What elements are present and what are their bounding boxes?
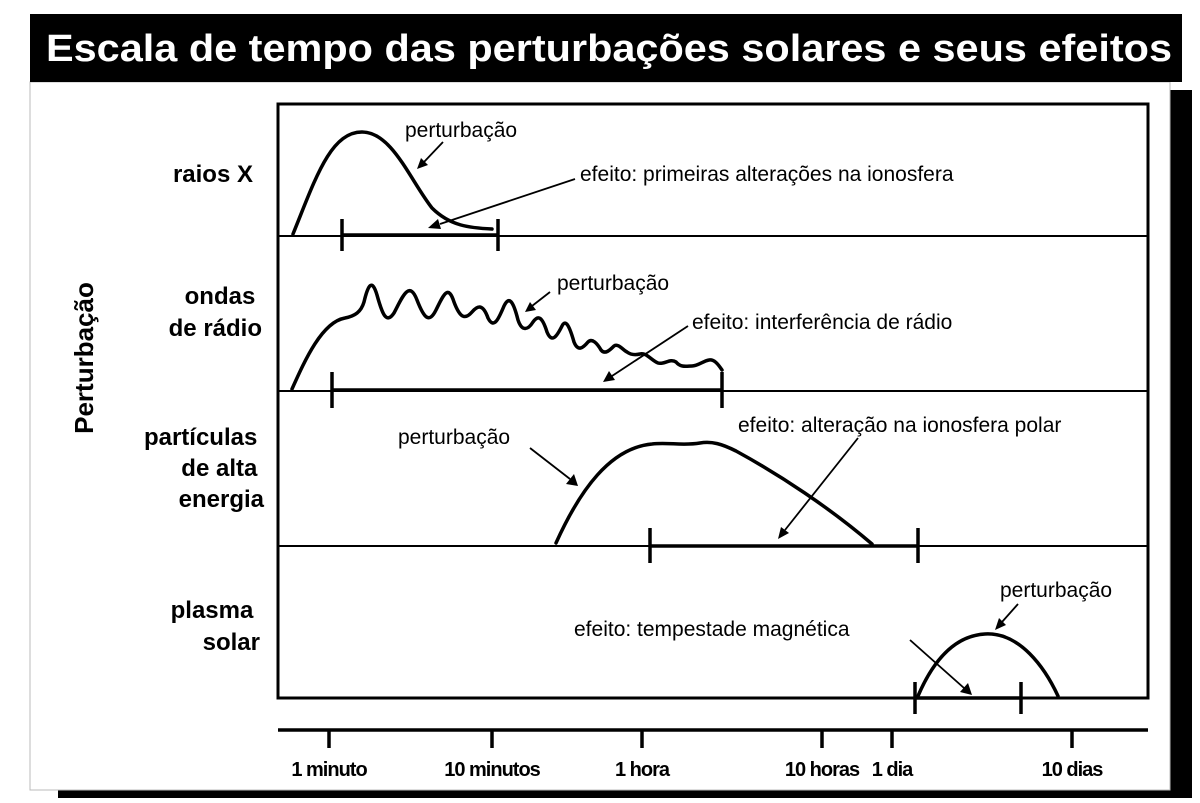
- particles-effect-label: efeito: alteração na ionosfera polar: [738, 414, 1061, 437]
- particles-disturbance-label: perturbação: [398, 426, 510, 449]
- particles-effect-bar: [648, 528, 920, 563]
- x-rays-effect-bar: [340, 219, 500, 251]
- x-rays-disturbance-label: perturbação: [405, 119, 517, 142]
- particles-disturbance-arrow: [529, 447, 578, 486]
- tick-label-1-hora: 1 hora: [615, 759, 671, 781]
- tick-label-10-horas: 10 horas: [785, 759, 860, 781]
- particles-disturbance-curve: [554, 440, 874, 546]
- row-label-energetic-particles: partículas de alta energia: [144, 424, 265, 513]
- plasma-effect-arrow: [909, 639, 972, 695]
- tick-label-1-dia: 1 dia: [872, 759, 914, 781]
- radio-waves-effect-label: efeito: interferência de rádio: [692, 311, 952, 334]
- x-rays-disturbance-arrow: [417, 141, 444, 169]
- radio-waves-effect-bar: [330, 372, 724, 408]
- x-rays-effect-arrow: [428, 178, 576, 229]
- diagram-title: Escala de tempo das perturbações solares…: [46, 28, 1172, 70]
- time-axis: [278, 728, 1148, 748]
- particles-effect-arrow: [778, 437, 859, 539]
- row-label-solar-plasma: plasma solar: [171, 597, 260, 656]
- plasma-disturbance-curve: [916, 632, 1060, 698]
- tick-label-10-minutos: 10 minutos: [444, 759, 540, 781]
- plasma-disturbance-arrow: [995, 603, 1019, 630]
- radio-waves-disturbance-label: perturbação: [557, 272, 669, 295]
- plot-frame: [276, 102, 1150, 700]
- tick-label-1-minuto: 1 minuto: [291, 759, 367, 781]
- x-rays-effect-label: efeito: primeiras alterações na ionosfer…: [580, 163, 954, 186]
- row-label-radio-waves: ondas de rádio: [169, 283, 262, 342]
- plasma-disturbance-label: perturbação: [1000, 579, 1112, 602]
- radio-waves-disturbance-arrow: [525, 291, 551, 312]
- radio-waves-effect-arrow: [603, 325, 689, 382]
- radio-waves-disturbance-curve: [290, 283, 724, 391]
- tick-label-10-dias: 10 dias: [1042, 759, 1104, 781]
- plasma-effect-label: efeito: tempestade magnética: [574, 618, 850, 641]
- x-rays-disturbance-curve: [291, 130, 494, 236]
- plasma-effect-bar: [913, 682, 1023, 714]
- title-banner: [30, 14, 1182, 82]
- y-axis-label: Perturbação: [69, 282, 99, 434]
- row-label-x-rays: raios X: [173, 161, 253, 188]
